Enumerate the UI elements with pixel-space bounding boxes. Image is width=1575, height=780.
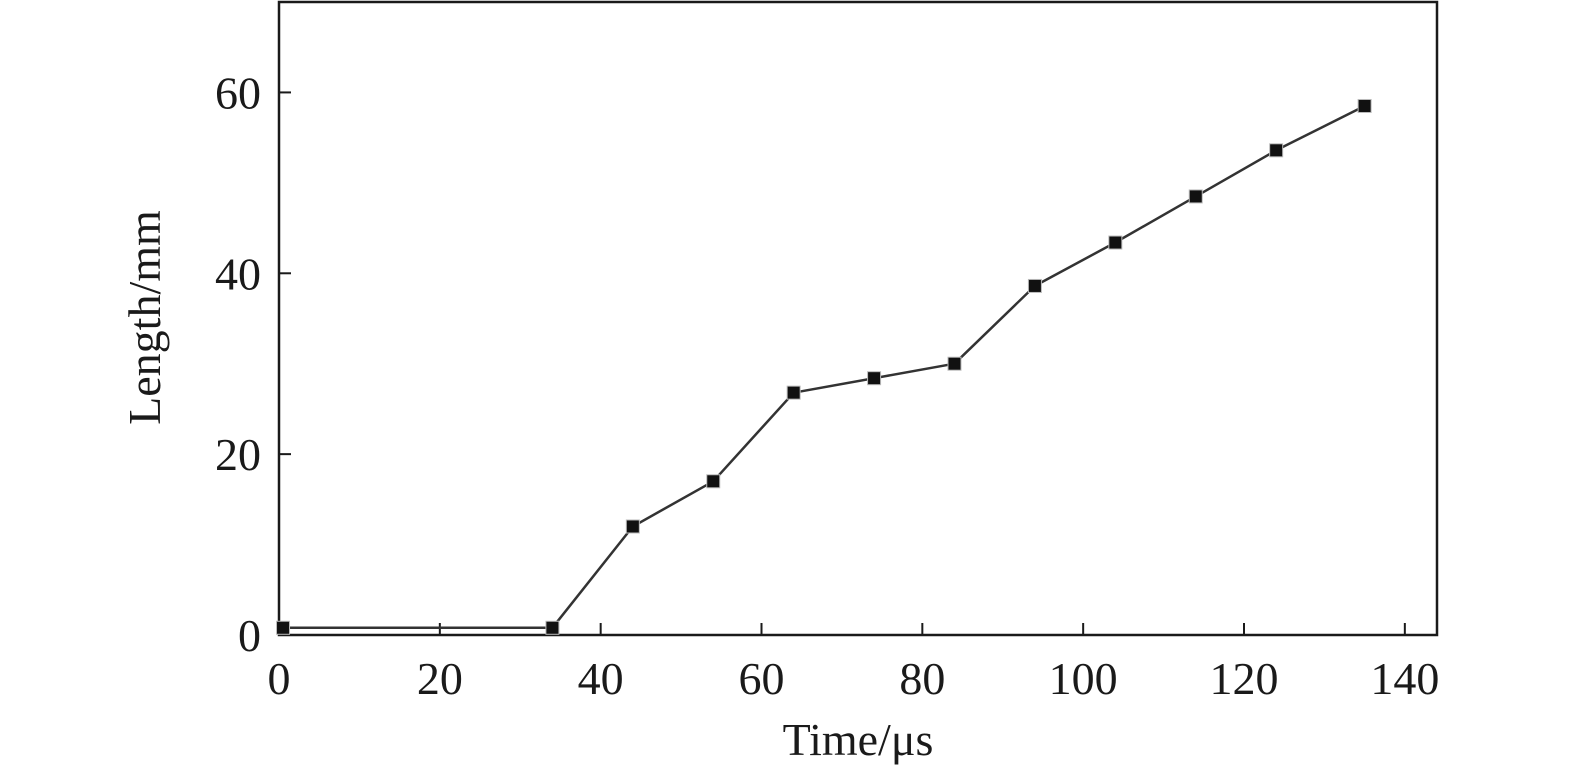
- x-tick-label: 40: [578, 653, 624, 704]
- data-point-marker: [706, 474, 721, 489]
- x-axis-label: Time/μs: [783, 714, 934, 765]
- y-tick-label: 40: [215, 248, 261, 299]
- plot-frame: [277, 0, 1439, 637]
- data-point-marker: [1357, 98, 1372, 113]
- data-point-marker: [1027, 278, 1042, 293]
- data-point-marker: [947, 356, 962, 371]
- x-tick-label: 140: [1370, 653, 1439, 704]
- data-point-marker: [625, 519, 640, 534]
- y-tick-label: 60: [215, 67, 261, 118]
- series-layer: [276, 98, 1372, 635]
- x-tick-label: 60: [739, 653, 785, 704]
- data-point-marker: [786, 385, 801, 400]
- y-tick-label: 0: [238, 610, 261, 661]
- series-line: [283, 104, 1366, 630]
- axis-layer: 0 20 40 60 80 100 120 140 0 20 40 60: [215, 0, 1439, 704]
- data-point-marker: [1188, 189, 1203, 204]
- x-tick-label: 120: [1210, 653, 1279, 704]
- data-point-marker: [276, 620, 291, 635]
- data-point-marker: [545, 620, 560, 635]
- y-tick-label: 20: [215, 429, 261, 480]
- data-point-marker: [1269, 143, 1284, 158]
- data-point-marker: [1108, 235, 1123, 250]
- x-tick-label: 20: [417, 653, 463, 704]
- x-tick-label: 100: [1049, 653, 1118, 704]
- x-tick-label: 80: [899, 653, 945, 704]
- data-point-marker: [867, 371, 882, 386]
- label-layer: Time/μs Length/mm: [119, 210, 933, 765]
- y-axis-label: Length/mm: [119, 210, 170, 425]
- x-tick-label: 0: [268, 653, 291, 704]
